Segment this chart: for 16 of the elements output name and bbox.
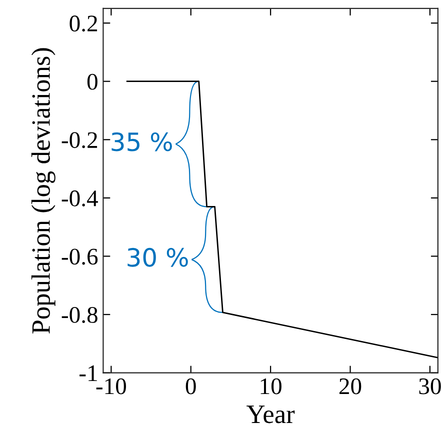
annotation: 30 % (128, 248, 188, 267)
y-tick-label: -0.8 (62, 307, 98, 324)
annotation: 35 % (112, 132, 172, 152)
x-tick-label: 10 (260, 378, 282, 394)
y-tick-label: 0 (87, 74, 98, 90)
x-tick-label: 0 (186, 378, 196, 394)
y-axis-title: Population (log deviations) (31, 48, 56, 334)
y-tick-label: -0.2 (62, 132, 98, 148)
y-tick-label: 0.2 (70, 16, 98, 32)
x-axis-title: Year (246, 406, 295, 424)
x-tick-label: 20 (339, 378, 362, 394)
y-tick-label: -0.4 (62, 190, 98, 206)
y-tick-label: -1 (80, 365, 97, 381)
y-tick-label: -0.6 (62, 248, 98, 265)
x-tick-label: 30 (419, 378, 441, 394)
x-tick-label: -10 (96, 378, 126, 394)
